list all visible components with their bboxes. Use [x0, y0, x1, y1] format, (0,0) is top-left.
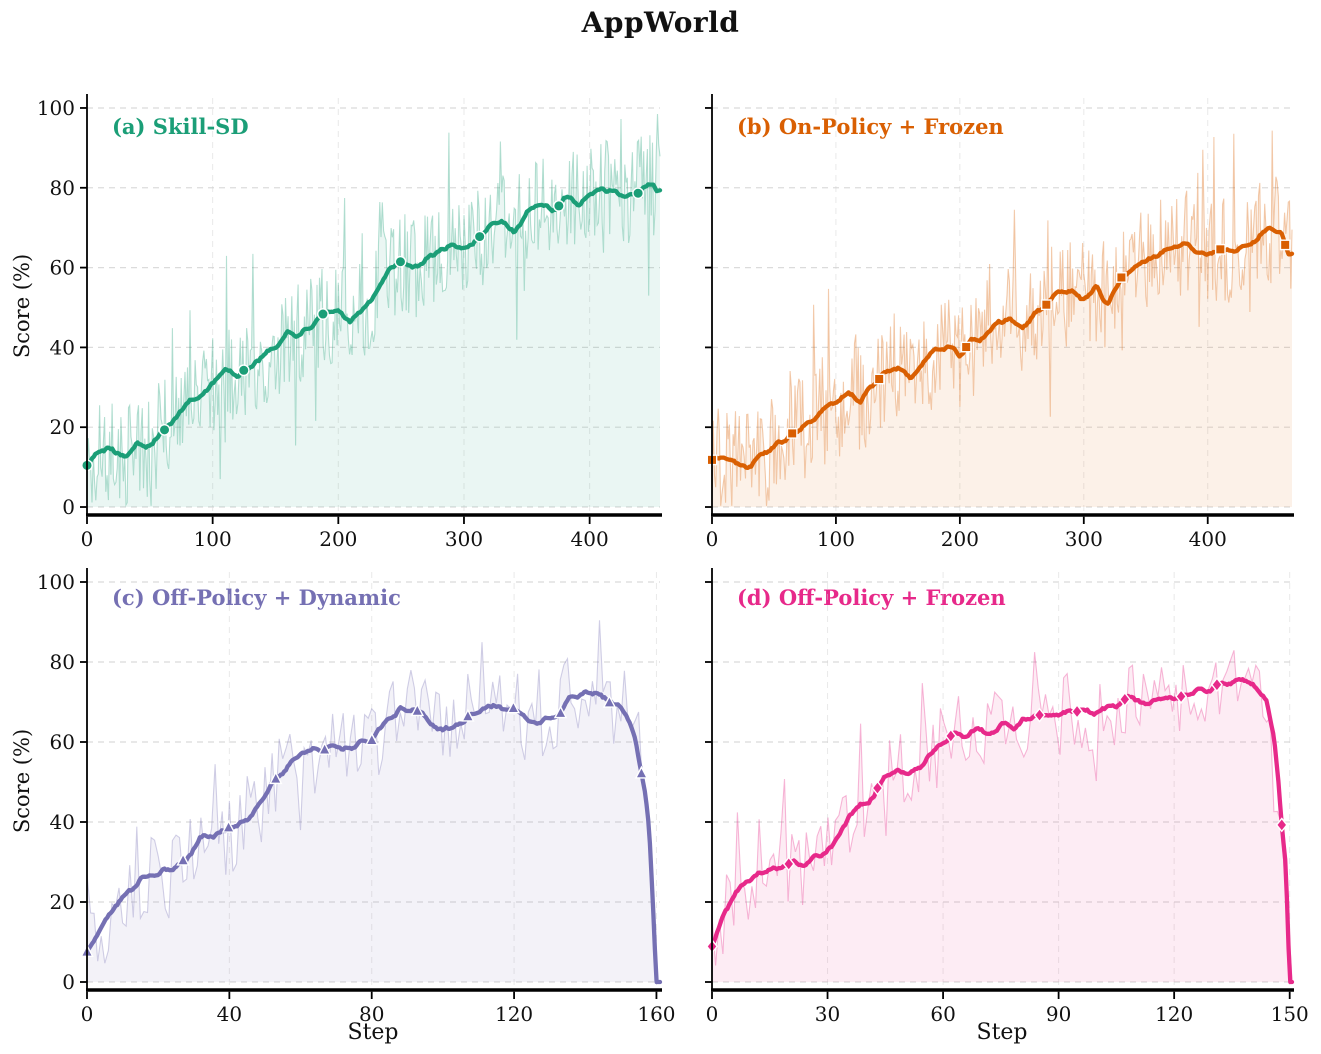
subplot-a-label: (a) Skill-SD — [112, 114, 249, 139]
svg-text:60: 60 — [50, 730, 75, 754]
svg-text:0: 0 — [62, 970, 75, 994]
svg-text:200: 200 — [319, 527, 357, 551]
subplot-d-chart: 0 30 60 90 120 150 — [705, 568, 1309, 1026]
svg-text:400: 400 — [571, 527, 609, 551]
svg-text:0: 0 — [62, 495, 75, 519]
svg-text:80: 80 — [50, 650, 75, 674]
svg-text:40: 40 — [217, 1002, 242, 1026]
svg-text:0: 0 — [706, 1002, 719, 1026]
subplot-c-label: (c) Off-Policy + Dynamic — [112, 585, 401, 610]
svg-text:60: 60 — [50, 256, 75, 280]
svg-text:20: 20 — [50, 415, 75, 439]
svg-text:40: 40 — [50, 810, 75, 834]
svg-text:30: 30 — [815, 1002, 840, 1026]
svg-text:100: 100 — [37, 96, 75, 120]
svg-text:200: 200 — [941, 527, 979, 551]
svg-text:80: 80 — [359, 1002, 384, 1026]
svg-text:300: 300 — [1065, 527, 1103, 551]
svg-text:20: 20 — [50, 890, 75, 914]
svg-text:100: 100 — [194, 527, 232, 551]
svg-text:100: 100 — [817, 527, 855, 551]
svg-text:40: 40 — [50, 335, 75, 359]
subplot-b-label: (b) On-Policy + Frozen — [737, 114, 1004, 139]
x-axis-label-left: Step — [347, 1020, 399, 1045]
figure-title: AppWorld — [581, 6, 740, 39]
subplot-c-chart: 0 40 80 120 160 0 20 40 60 80 100 — [37, 568, 675, 1026]
subplot-a-chart: 0 100 200 300 400 0 20 40 60 80 100 — [37, 94, 663, 551]
svg-text:0: 0 — [81, 527, 94, 551]
svg-text:120: 120 — [495, 1002, 533, 1026]
svg-text:0: 0 — [706, 527, 719, 551]
subplot-d-label: (d) Off-Policy + Frozen — [737, 585, 1006, 610]
svg-text:400: 400 — [1189, 527, 1227, 551]
svg-text:160: 160 — [637, 1002, 675, 1026]
svg-text:150: 150 — [1271, 1002, 1309, 1026]
svg-text:0: 0 — [81, 1002, 94, 1026]
svg-text:90: 90 — [1046, 1002, 1071, 1026]
svg-text:80: 80 — [50, 176, 75, 200]
svg-text:120: 120 — [1155, 1002, 1193, 1026]
svg-text:300: 300 — [445, 527, 483, 551]
svg-text:100: 100 — [37, 570, 75, 594]
x-axis-label-right: Step — [976, 1020, 1028, 1045]
subplot-b-chart: 0 100 200 300 400 — [705, 94, 1295, 551]
svg-text:60: 60 — [930, 1002, 955, 1026]
